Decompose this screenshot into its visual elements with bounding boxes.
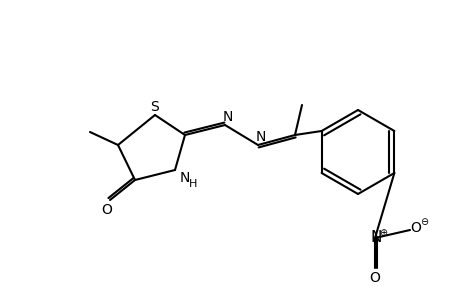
Text: N: N bbox=[222, 110, 233, 124]
Text: H: H bbox=[189, 179, 197, 189]
Text: N: N bbox=[255, 130, 266, 144]
Text: O: O bbox=[101, 203, 112, 217]
Text: O: O bbox=[369, 271, 380, 285]
Text: ⊖: ⊖ bbox=[419, 217, 427, 227]
Text: ⊕: ⊕ bbox=[378, 228, 386, 238]
Text: N: N bbox=[179, 171, 190, 185]
Text: O: O bbox=[410, 221, 420, 235]
Text: S: S bbox=[150, 100, 159, 114]
Text: N: N bbox=[369, 230, 381, 245]
